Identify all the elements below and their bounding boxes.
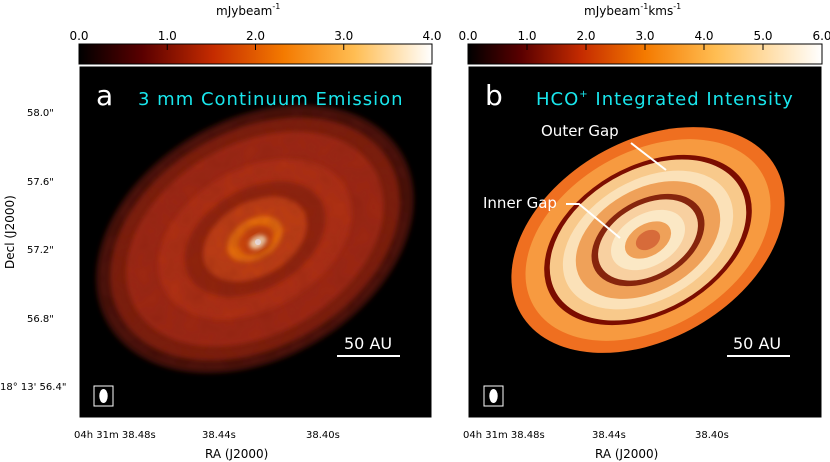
axes: Decl (J2000) 58.0" 57.6" 57.2" 56.8" 18°… <box>0 108 729 461</box>
beam-ellipse-a <box>99 389 108 403</box>
y-tick-58-0: 58.0" <box>27 108 54 119</box>
colorbar-a-tick-labels: 0.0 1.0 2.0 3.0 4.0 <box>69 29 442 50</box>
hco-integrated-intensity-image <box>511 127 785 353</box>
colorbar-b-tick-label-3: 3.0 <box>635 29 654 43</box>
y-tick-57-6: 57.6" <box>27 177 54 188</box>
colorbar-a-tick-label-3: 3.0 <box>334 29 353 43</box>
scale-bar-a-label: 50 AU <box>344 334 392 353</box>
colorbar-a-tick-label-2: 2.0 <box>246 29 265 43</box>
y-axis-label: Decl (J2000) <box>3 195 17 269</box>
outer-gap-label: Outer Gap <box>541 122 619 140</box>
x-tick-3840-a: 38.40s <box>306 430 340 441</box>
beam-box-a <box>93 385 114 407</box>
panel-b: b HCO+ Integrated Intensity Outer Gap In… <box>467 65 823 419</box>
colorbar-b-tick-label-4: 4.0 <box>694 29 713 43</box>
x-tick-3844-a: 38.44s <box>202 430 236 441</box>
panel-b-title: HCO+ Integrated Intensity <box>536 89 794 110</box>
colorbar-b-tick-labels: 0.0 1.0 2.0 3.0 4.0 5.0 6.0 <box>458 29 830 50</box>
panel-a-label: a <box>96 79 113 112</box>
x-tick-3844-b: 38.44s <box>592 430 626 441</box>
colorbar-b-tick-label-5: 5.0 <box>753 29 772 43</box>
y-tick-56-8: 56.8" <box>27 314 54 325</box>
scale-bar-b-label: 50 AU <box>733 334 781 353</box>
inner-gap-pointer <box>566 203 621 239</box>
continuum-emission-image <box>96 104 414 374</box>
panel-a-title: 3 mm Continuum Emission <box>138 89 404 110</box>
beam-ellipse-b <box>489 389 498 403</box>
colorbar-a-unit: mJybeam-1 <box>216 2 280 18</box>
colorbar-b-tick-label-6: 6.0 <box>812 29 830 43</box>
colorbar-a-tick-label-1: 1.0 <box>158 29 177 43</box>
colorbar-b-unit: mJybeam-1kms-1 <box>584 2 681 18</box>
colorbar-b: mJybeam-1kms-1 0.0 1.0 2.0 3.0 4.0 5.0 6.0 <box>458 2 830 65</box>
x-axis-label-b: RA (J2000) <box>595 447 658 461</box>
y-tick-origin: 18° 13' 56.4" <box>0 382 66 393</box>
colorbar-a: mJybeam-1 0.0 1.0 2.0 3.0 4.0 <box>69 2 442 65</box>
inner-gap-label: Inner Gap <box>483 194 557 212</box>
panel-a: a 3 mm Continuum Emission 50 AU <box>78 65 433 419</box>
panel-b-label: b <box>485 79 503 112</box>
x-tick-origin-b: 04h 31m 38.48s <box>463 430 545 441</box>
y-tick-57-2: 57.2" <box>27 245 54 256</box>
x-tick-origin-a: 04h 31m 38.48s <box>74 430 156 441</box>
colorbar-b-tick-label-0: 0.0 <box>458 29 477 43</box>
x-axis-label-a: RA (J2000) <box>205 447 268 461</box>
colorbar-a-tick-label-4: 4.0 <box>422 29 441 43</box>
colorbar-b-tick-label-1: 1.0 <box>517 29 536 43</box>
colorbar-b-tick-label-2: 2.0 <box>576 29 595 43</box>
beam-box-b <box>483 385 504 407</box>
colorbar-a-tick-label-0: 0.0 <box>69 29 88 43</box>
x-tick-3840-b: 38.40s <box>695 430 729 441</box>
outer-gap-pointer <box>630 142 667 171</box>
